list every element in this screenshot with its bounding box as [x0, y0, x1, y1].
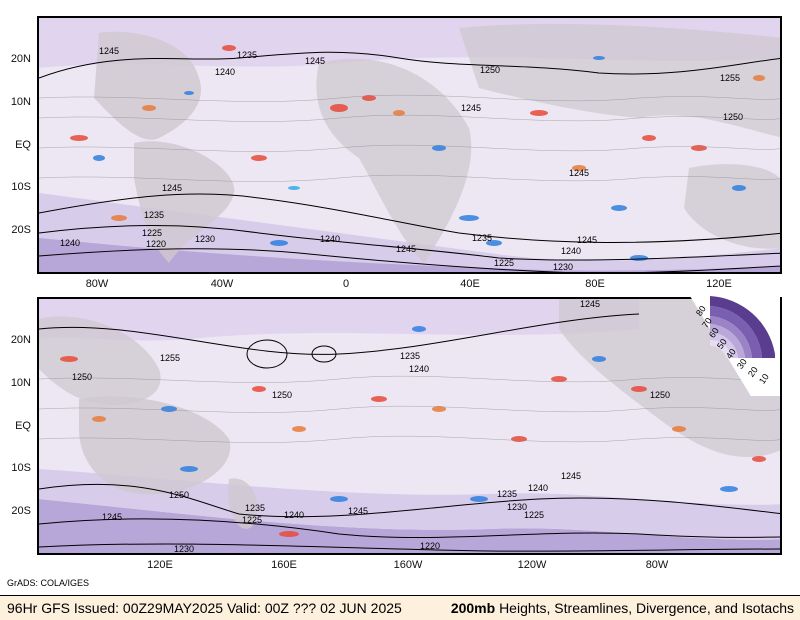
streamlines	[39, 94, 780, 182]
contour-label: 1225	[141, 228, 163, 238]
lon-label: 0	[342, 278, 350, 290]
lat-label: EQ	[15, 420, 31, 432]
lon-label: 80W	[645, 559, 669, 571]
isotach-band-mid	[39, 469, 780, 540]
footer-bar: 96Hr GFS Issued: 00Z29MAY2025 Valid: 00Z…	[0, 595, 800, 620]
contour-label: 1230	[552, 262, 574, 272]
contour-label: 1240	[214, 67, 236, 77]
contour-label: 1245	[347, 506, 369, 516]
contour-label: 1240	[527, 483, 549, 493]
lon-label: 80W	[85, 278, 109, 290]
contour-label: 1240	[560, 246, 582, 256]
isotach-band-south	[39, 193, 780, 272]
contour-label: 1235	[236, 50, 258, 60]
contour-label: 1250	[168, 490, 190, 500]
lon-label: 160E	[271, 559, 297, 571]
contour-label: 1245	[568, 168, 590, 178]
lat-label: 20N	[10, 53, 31, 65]
streamlines	[39, 375, 780, 443]
isotach-band-core	[39, 238, 780, 272]
height-contours	[39, 313, 780, 552]
top-map-panel: 1245 1235 1240 1245 1250 1245 1255 1250 …	[37, 16, 782, 274]
contour-label: 1230	[194, 234, 216, 244]
contour-label: 1220	[419, 541, 441, 551]
contour-label: 1235	[143, 210, 165, 220]
product-description: Heights, Streamlines, Divergence, and Is…	[499, 600, 794, 616]
isotach-band-south	[39, 499, 780, 553]
contour-label: 1245	[579, 299, 601, 309]
contour-label: 1230	[506, 502, 528, 512]
contour-label: 1225	[241, 515, 263, 525]
contour-label: 1245	[304, 56, 326, 66]
contour-label: 1255	[159, 353, 181, 363]
contour-label: 1230	[173, 544, 195, 554]
land-eurasia	[459, 23, 780, 138]
contour-label: 1255	[719, 73, 741, 83]
isotach-band-north	[39, 299, 639, 341]
height-contours	[39, 51, 780, 272]
contour-label: 1245	[560, 471, 582, 481]
land-new-zealand	[228, 478, 258, 529]
contour-label: 1250	[71, 372, 93, 382]
lon-label: 120E	[706, 278, 732, 290]
contour-label: 1225	[523, 510, 545, 520]
land-asia	[39, 316, 161, 406]
lat-label: 10S	[11, 181, 31, 193]
lon-label: 120W	[517, 559, 547, 571]
contour-label: 1245	[101, 512, 123, 522]
lat-label: 10S	[11, 462, 31, 474]
divergence-field	[70, 45, 765, 261]
lon-label: 80E	[585, 278, 605, 290]
contour-label: 1250	[479, 65, 501, 75]
credit-text: GrADS: COLA/IGES	[7, 578, 90, 588]
lat-label: EQ	[15, 139, 31, 151]
pressure-level: 200mb	[450, 600, 496, 616]
contour-label: 1250	[271, 390, 293, 400]
product-title: 200mb Heights, Streamlines, Divergence, …	[451, 600, 794, 616]
lon-label: 120E	[147, 559, 173, 571]
lat-label: 20S	[11, 224, 31, 236]
contour-label: 1235	[496, 489, 518, 499]
land-south-america	[134, 141, 235, 263]
divergence-field	[60, 326, 766, 537]
contour-label: 1235	[471, 233, 493, 243]
contour-label: 1245	[460, 103, 482, 113]
contour-label: 1220	[145, 239, 167, 249]
bottom-map-graphic	[39, 299, 780, 553]
contour-label: 1240	[283, 510, 305, 520]
lon-label: 40W	[210, 278, 234, 290]
land-australia	[684, 164, 780, 249]
land-africa	[316, 58, 472, 264]
contour-label: 1250	[722, 112, 744, 122]
contour-label: 1240	[59, 238, 81, 248]
lon-label: 40E	[460, 278, 480, 290]
lon-label: 160W	[393, 559, 423, 571]
contour-label: 1245	[161, 183, 183, 193]
lat-label: 20S	[11, 505, 31, 517]
contour-label: 1240	[319, 234, 341, 244]
contour-label: 1225	[493, 258, 515, 268]
contour-label: 1235	[244, 503, 266, 513]
forecast-issue-text: 96Hr GFS Issued: 00Z29MAY2025 Valid: 00Z…	[7, 600, 402, 616]
lat-label: 20N	[10, 334, 31, 346]
lat-label: 10N	[10, 96, 31, 108]
isotach-legend: 80 70 60 50 40 30 20 10	[690, 296, 780, 444]
lat-label: 10N	[10, 377, 31, 389]
top-map-graphic	[39, 18, 780, 272]
bottom-map-panel: 1245 1255 1250 1250 1235 1240 1250 1250 …	[37, 297, 782, 555]
contour-label: 1245	[395, 244, 417, 254]
contour-label: 1235	[399, 351, 421, 361]
contour-label: 1240	[408, 364, 430, 374]
contour-label: 1250	[649, 390, 671, 400]
contour-label: 1245	[576, 235, 598, 245]
contour-label: 1245	[98, 46, 120, 56]
